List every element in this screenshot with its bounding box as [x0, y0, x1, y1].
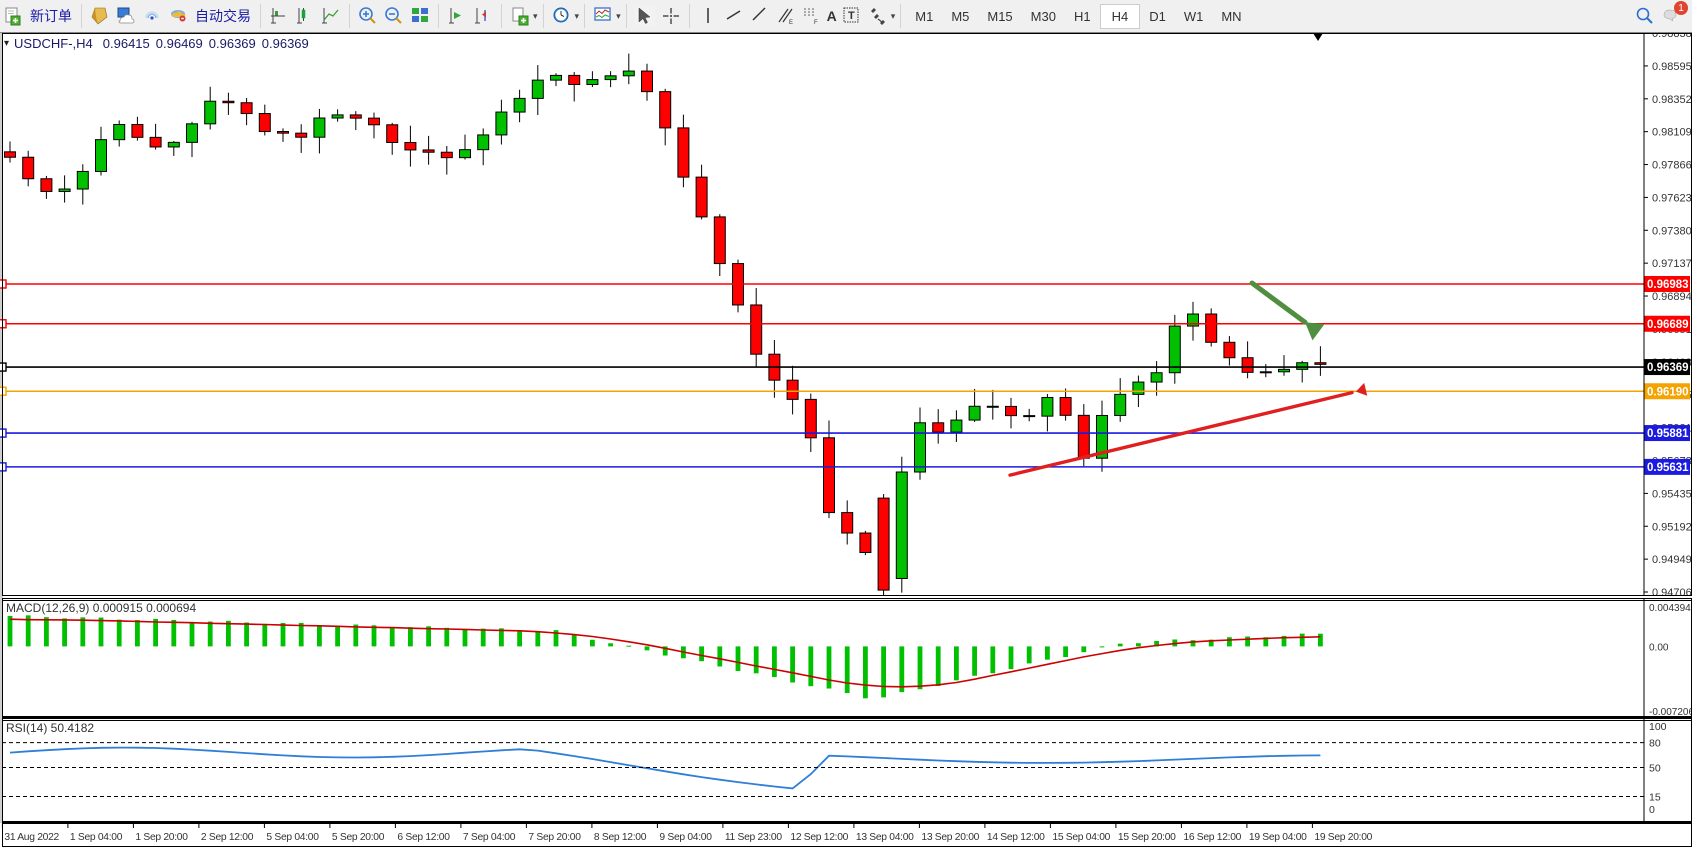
svg-text:7 Sep 20:00: 7 Sep 20:00 — [528, 832, 581, 843]
svg-text:8 Sep 12:00: 8 Sep 12:00 — [594, 832, 647, 843]
svg-text:15: 15 — [1649, 792, 1661, 804]
svg-text:11 Sep 23:00: 11 Sep 23:00 — [725, 832, 782, 843]
svg-text:19 Sep 20:00: 19 Sep 20:00 — [1314, 832, 1372, 843]
svg-text:80: 80 — [1649, 738, 1661, 750]
svg-text:19 Sep 04:00: 19 Sep 04:00 — [1249, 832, 1307, 843]
svg-text:7 Sep 04:00: 7 Sep 04:00 — [463, 832, 516, 843]
svg-text:0.96689: 0.96689 — [1647, 319, 1689, 331]
svg-text:0.004394: 0.004394 — [1649, 603, 1691, 614]
svg-text:RSI(14) 50.4182: RSI(14) 50.4182 — [6, 721, 94, 735]
svg-text:13 Sep 04:00: 13 Sep 04:00 — [856, 832, 914, 843]
svg-text:MACD(12,26,9) 0.000915 0.0006: MACD(12,26,9) 0.000915 0.000694 — [6, 601, 196, 615]
svg-text:0.96369: 0.96369 — [1647, 362, 1689, 374]
svg-text:0.95881: 0.95881 — [1647, 428, 1689, 440]
svg-text:14 Sep 12:00: 14 Sep 12:00 — [987, 832, 1045, 843]
svg-text:0.00: 0.00 — [1649, 642, 1669, 653]
svg-text:F: F — [814, 20, 818, 26]
svg-text:0.98109: 0.98109 — [1652, 127, 1692, 139]
svg-text:0.98352: 0.98352 — [1652, 94, 1692, 106]
svg-text:0.96894: 0.96894 — [1652, 291, 1692, 303]
svg-text:1 Sep 20:00: 1 Sep 20:00 — [135, 832, 188, 843]
svg-text:0.97380: 0.97380 — [1652, 225, 1692, 237]
svg-text:0.97866: 0.97866 — [1652, 160, 1692, 172]
svg-text:0.98838: 0.98838 — [1652, 33, 1692, 40]
svg-text:2 Sep 12:00: 2 Sep 12:00 — [201, 832, 254, 843]
svg-text:0.96983: 0.96983 — [1647, 279, 1689, 291]
svg-text:6 Sep 12:00: 6 Sep 12:00 — [397, 832, 450, 843]
svg-text:12 Sep 12:00: 12 Sep 12:00 — [790, 832, 848, 843]
svg-text:100: 100 — [1649, 721, 1667, 733]
svg-text:31 Aug 2022: 31 Aug 2022 — [4, 832, 59, 843]
svg-text:0.95192: 0.95192 — [1652, 521, 1692, 533]
svg-text:0.95435: 0.95435 — [1652, 488, 1692, 500]
svg-text:0.96190: 0.96190 — [1647, 386, 1689, 398]
svg-text:0.97137: 0.97137 — [1652, 258, 1692, 270]
svg-text:0.94706: 0.94706 — [1652, 587, 1692, 596]
svg-text:16 Sep 12:00: 16 Sep 12:00 — [1183, 832, 1241, 843]
svg-text:0.94949: 0.94949 — [1652, 554, 1692, 566]
svg-text:0.98595: 0.98595 — [1652, 61, 1692, 73]
svg-text:15 Sep 20:00: 15 Sep 20:00 — [1118, 832, 1176, 843]
svg-text:50: 50 — [1649, 763, 1661, 775]
svg-text:E: E — [789, 20, 793, 26]
svg-text:1 Sep 04:00: 1 Sep 04:00 — [70, 832, 123, 843]
svg-text:9 Sep 04:00: 9 Sep 04:00 — [659, 832, 712, 843]
svg-text:5 Sep 04:00: 5 Sep 04:00 — [266, 832, 319, 843]
svg-text:5 Sep 20:00: 5 Sep 20:00 — [332, 832, 385, 843]
svg-text:0.97623: 0.97623 — [1652, 192, 1692, 204]
svg-text:13 Sep 20:00: 13 Sep 20:00 — [921, 832, 979, 843]
svg-text:T: T — [848, 10, 855, 22]
svg-text:15 Sep 04:00: 15 Sep 04:00 — [1052, 832, 1110, 843]
svg-text:0: 0 — [1649, 804, 1655, 816]
svg-text:0.95631: 0.95631 — [1647, 462, 1689, 474]
